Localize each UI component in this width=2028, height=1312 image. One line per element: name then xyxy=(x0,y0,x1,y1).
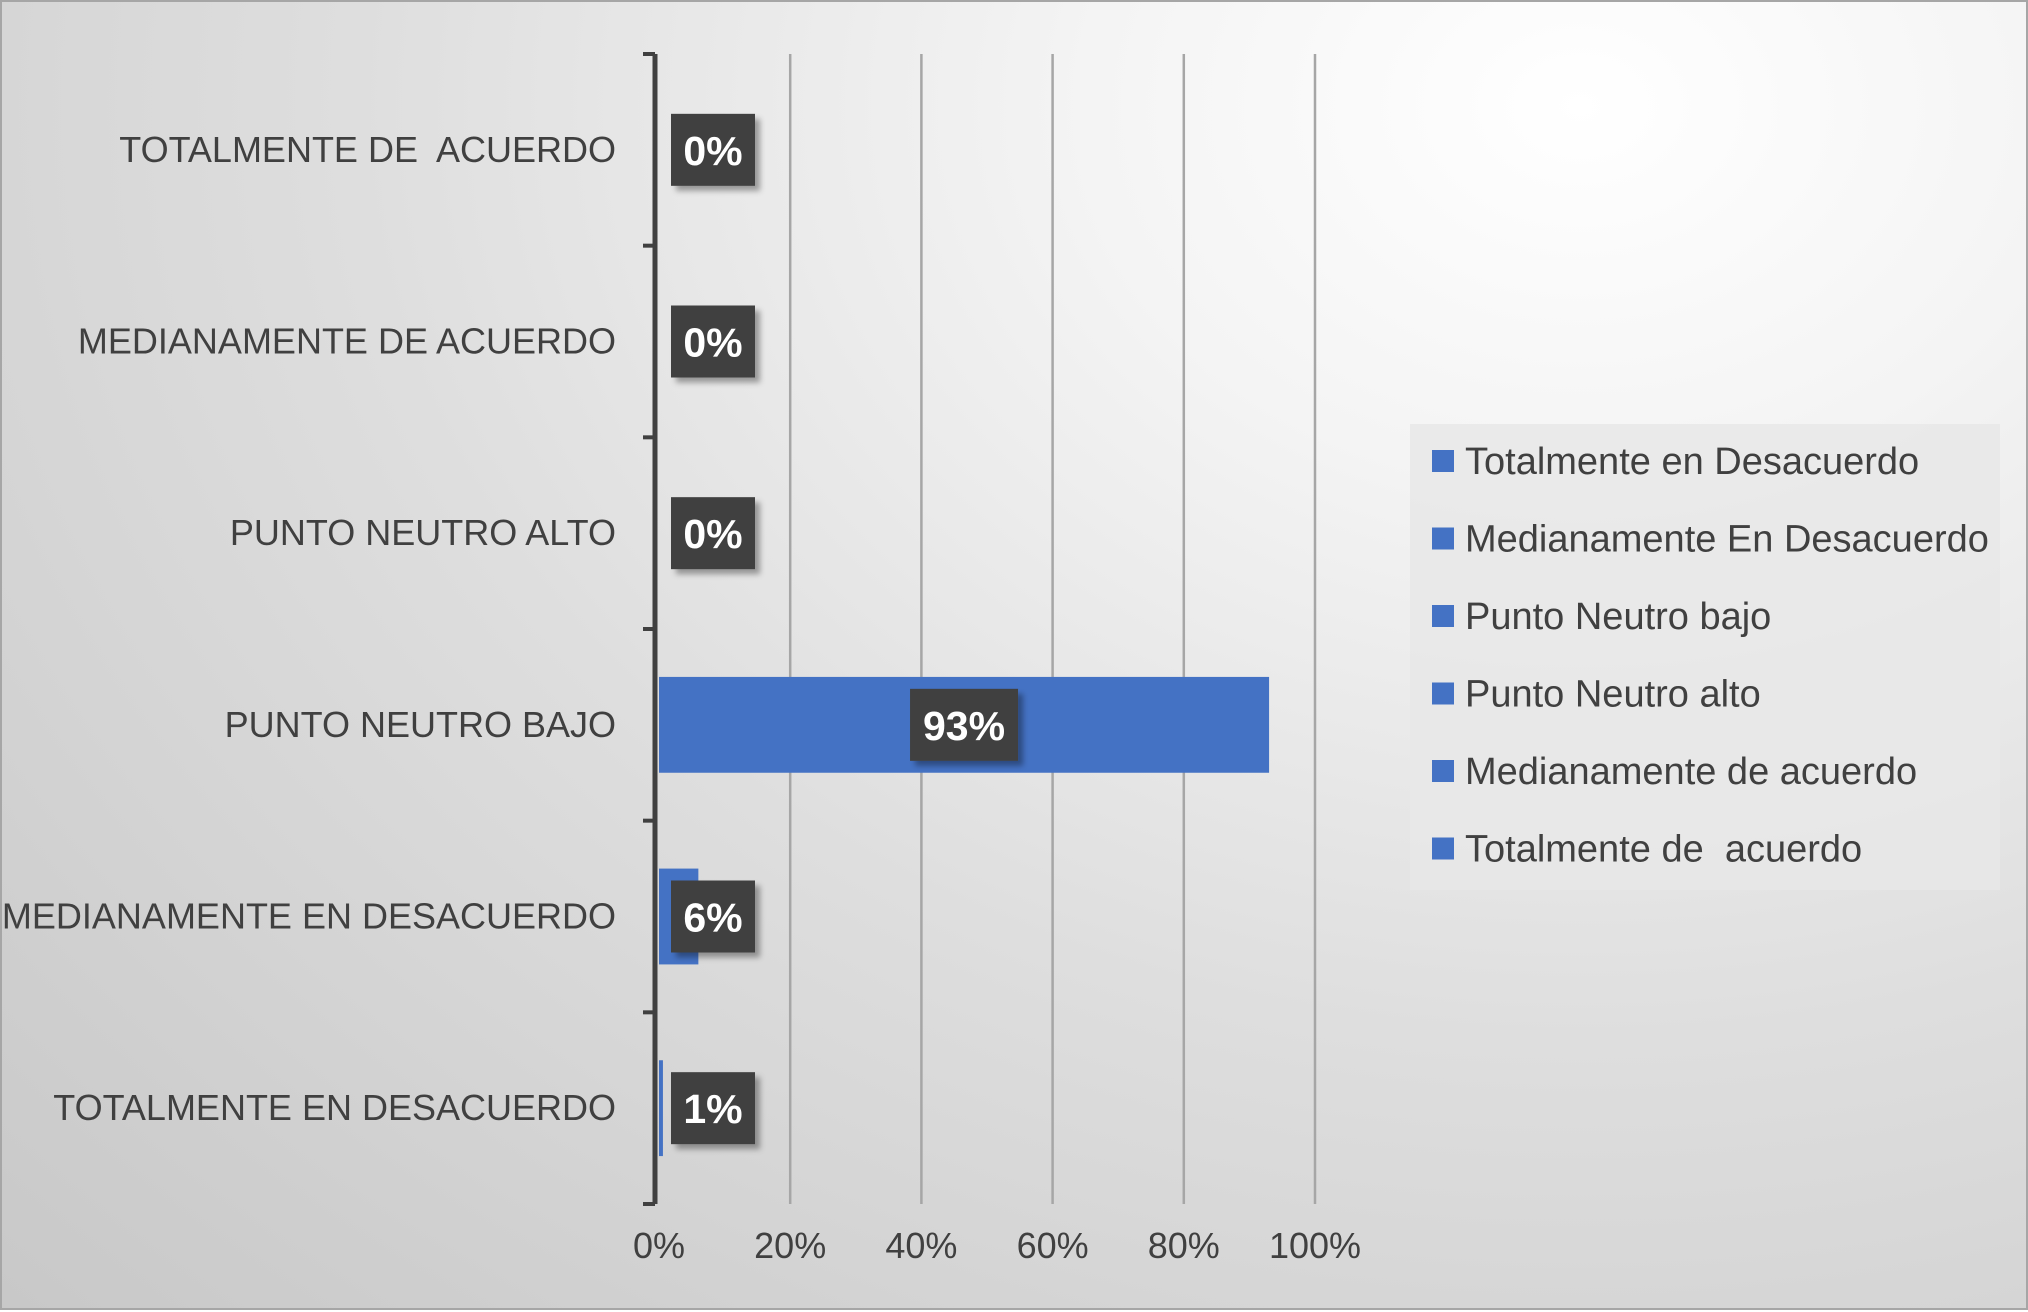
data-label-box xyxy=(671,305,755,378)
legend-entry: Totalmente en Desacuerdo xyxy=(1465,441,1919,483)
data-label: 0% xyxy=(671,113,755,186)
legend-box xyxy=(1410,424,2000,890)
data-label: 93% xyxy=(910,688,1019,761)
data-label-text: 93% xyxy=(923,703,1005,749)
data-label: 1% xyxy=(671,1072,755,1145)
legend-swatch xyxy=(1432,682,1454,705)
x-tick-label: 20% xyxy=(754,1225,826,1266)
data-label-box xyxy=(671,880,755,953)
legend-swatch xyxy=(1432,450,1454,472)
data-label-box xyxy=(671,113,755,186)
gridlines xyxy=(788,54,1317,1204)
category-label: PUNTO NEUTRO ALTO xyxy=(230,512,616,553)
x-tick-labels: 0% 20% 40% 60% 80% 100% xyxy=(633,1225,1361,1266)
data-label-text: 1% xyxy=(683,1086,742,1132)
x-tick-label: 0% xyxy=(633,1225,685,1266)
category-label: TOTALMENTE DE ACUERDO xyxy=(119,129,616,170)
category-label: PUNTO NEUTRO BAJO xyxy=(225,704,616,745)
category-label: TOTALMENTE EN DESACUERDO xyxy=(53,1087,616,1128)
data-label-text: 0% xyxy=(683,320,742,366)
legend-swatch xyxy=(1432,605,1454,627)
data-label-box xyxy=(671,1072,755,1145)
x-tick-label: 80% xyxy=(1148,1225,1220,1266)
legend: Totalmente en Desacuerdo Medianamente En … xyxy=(1410,424,2000,890)
legend-entry: Totalmente de acuerdo xyxy=(1465,829,1862,871)
data-label-text: 6% xyxy=(683,895,742,941)
category-labels: TOTALMENTE EN DESACUERDO MEDIANAMENTE EN … xyxy=(2,129,616,1128)
bar xyxy=(659,1060,663,1157)
data-label-text: 0% xyxy=(683,511,742,557)
x-tick-label: 100% xyxy=(1269,1225,1361,1266)
data-label-box xyxy=(910,688,1019,761)
data-labels: 1% 6% 93% 0% 0% 0% xyxy=(671,113,1019,1145)
data-label: 0% xyxy=(671,305,755,378)
legend-swatch xyxy=(1432,760,1454,782)
category-axis xyxy=(643,52,658,1206)
x-tick-label: 60% xyxy=(1017,1225,1089,1266)
legend-entry: Medianamente de acuerdo xyxy=(1465,751,1917,793)
data-label-box xyxy=(671,497,755,570)
legend-swatch xyxy=(1432,527,1454,550)
category-label: MEDIANAMENTE EN DESACUERDO xyxy=(2,896,616,937)
legend-entry: Punto Neutro alto xyxy=(1465,674,1761,716)
legend-entry: Punto Neutro bajo xyxy=(1465,596,1771,638)
legend-swatch xyxy=(1432,837,1454,860)
x-tick-label: 40% xyxy=(885,1225,957,1266)
category-label: MEDIANAMENTE DE ACUERDO xyxy=(78,321,616,362)
data-label: 0% xyxy=(671,497,755,570)
data-label: 6% xyxy=(671,880,755,953)
data-label-text: 0% xyxy=(683,128,742,174)
legend-entry: Medianamente En Desacuerdo xyxy=(1465,519,1989,561)
